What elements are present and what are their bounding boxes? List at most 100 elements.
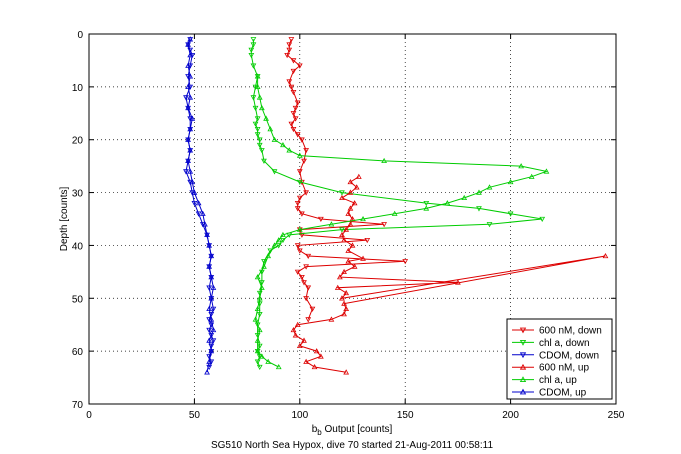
data-point bbox=[290, 58, 297, 64]
data-point bbox=[296, 248, 303, 254]
data-point bbox=[305, 317, 312, 323]
data-point bbox=[364, 237, 371, 244]
data-point bbox=[206, 242, 213, 248]
legend-marker bbox=[519, 340, 527, 346]
data-point bbox=[351, 200, 358, 206]
data-point bbox=[381, 222, 387, 228]
data-point bbox=[280, 237, 286, 244]
data-point bbox=[341, 237, 347, 243]
plot-frame bbox=[88, 33, 617, 405]
data-point bbox=[263, 115, 269, 121]
data-point bbox=[311, 363, 318, 370]
data-point bbox=[202, 221, 208, 227]
data-point bbox=[254, 73, 261, 79]
data-point bbox=[187, 168, 194, 174]
x-axis-label: bb Output [counts] bbox=[312, 424, 393, 437]
data-point bbox=[343, 289, 350, 296]
y-tick-label: 0 bbox=[77, 30, 83, 41]
data-point bbox=[294, 206, 301, 212]
data-point bbox=[294, 321, 301, 327]
data-point bbox=[258, 104, 265, 111]
series-line bbox=[250, 39, 543, 368]
data-point bbox=[256, 326, 263, 333]
data-point bbox=[261, 263, 267, 269]
data-point bbox=[210, 284, 217, 290]
data-point bbox=[543, 168, 550, 174]
data-point bbox=[455, 279, 461, 285]
legend-marker bbox=[519, 327, 527, 334]
data-point bbox=[195, 200, 202, 206]
data-point bbox=[256, 142, 263, 149]
data-point bbox=[423, 205, 430, 211]
data-point bbox=[208, 316, 215, 322]
data-point bbox=[294, 132, 301, 138]
data-point bbox=[208, 295, 215, 301]
data-point bbox=[349, 242, 356, 248]
data-point bbox=[290, 89, 297, 96]
data-point bbox=[271, 242, 278, 248]
legend-entry-label: 600 nM, down bbox=[539, 326, 602, 337]
data-point bbox=[206, 305, 213, 312]
data-point bbox=[210, 326, 217, 333]
data-point bbox=[303, 296, 310, 302]
data-point bbox=[318, 353, 324, 359]
data-point bbox=[518, 163, 525, 169]
data-point bbox=[296, 226, 303, 232]
data-point bbox=[261, 259, 267, 265]
data-point bbox=[299, 232, 305, 238]
data-point bbox=[328, 316, 335, 322]
data-point bbox=[313, 348, 320, 354]
data-point bbox=[250, 37, 257, 43]
data-point bbox=[275, 363, 282, 370]
data-point bbox=[339, 231, 345, 238]
data-point bbox=[345, 210, 352, 216]
data-point bbox=[299, 274, 305, 281]
series-layer bbox=[183, 36, 609, 375]
data-point bbox=[486, 184, 493, 190]
data-point bbox=[292, 116, 299, 122]
data-point bbox=[208, 348, 215, 354]
data-point bbox=[258, 284, 265, 290]
data-point bbox=[343, 305, 350, 312]
data-point bbox=[189, 115, 196, 121]
data-point bbox=[210, 306, 217, 312]
data-point bbox=[339, 190, 345, 196]
series-line bbox=[187, 39, 214, 373]
x-tick-label: 0 bbox=[86, 410, 92, 421]
data-point bbox=[284, 52, 291, 59]
data-point bbox=[261, 158, 267, 164]
data-point bbox=[347, 205, 354, 211]
data-point bbox=[252, 316, 259, 322]
data-point bbox=[296, 195, 303, 201]
data-point bbox=[256, 311, 263, 318]
data-point bbox=[476, 206, 482, 212]
data-point bbox=[250, 95, 257, 101]
legend-entry-label: 600 nM, up bbox=[539, 363, 589, 374]
data-point bbox=[286, 79, 293, 85]
data-point bbox=[343, 226, 350, 232]
data-point bbox=[290, 126, 297, 133]
data-point bbox=[288, 121, 295, 127]
data-point bbox=[341, 311, 347, 317]
data-point bbox=[303, 190, 310, 196]
data-point bbox=[254, 359, 261, 365]
data-point bbox=[347, 178, 354, 185]
data-point bbox=[292, 105, 299, 112]
data-point bbox=[345, 258, 352, 264]
data-point bbox=[187, 36, 194, 42]
data-point bbox=[296, 169, 303, 175]
data-point bbox=[248, 52, 255, 59]
data-point bbox=[355, 173, 362, 179]
figure-caption: SG510 North Sea Hypox, dive 70 started 2… bbox=[211, 440, 493, 451]
data-point bbox=[328, 221, 335, 227]
data-point bbox=[187, 73, 194, 79]
data-point bbox=[250, 42, 257, 48]
series-3 bbox=[290, 173, 609, 375]
data-point bbox=[187, 147, 194, 153]
data-point bbox=[296, 342, 303, 349]
data-point bbox=[288, 37, 295, 43]
data-point bbox=[476, 189, 482, 195]
data-point bbox=[187, 52, 194, 58]
x-axis-label-rest: Output [counts] bbox=[322, 424, 393, 435]
data-point bbox=[185, 104, 191, 111]
